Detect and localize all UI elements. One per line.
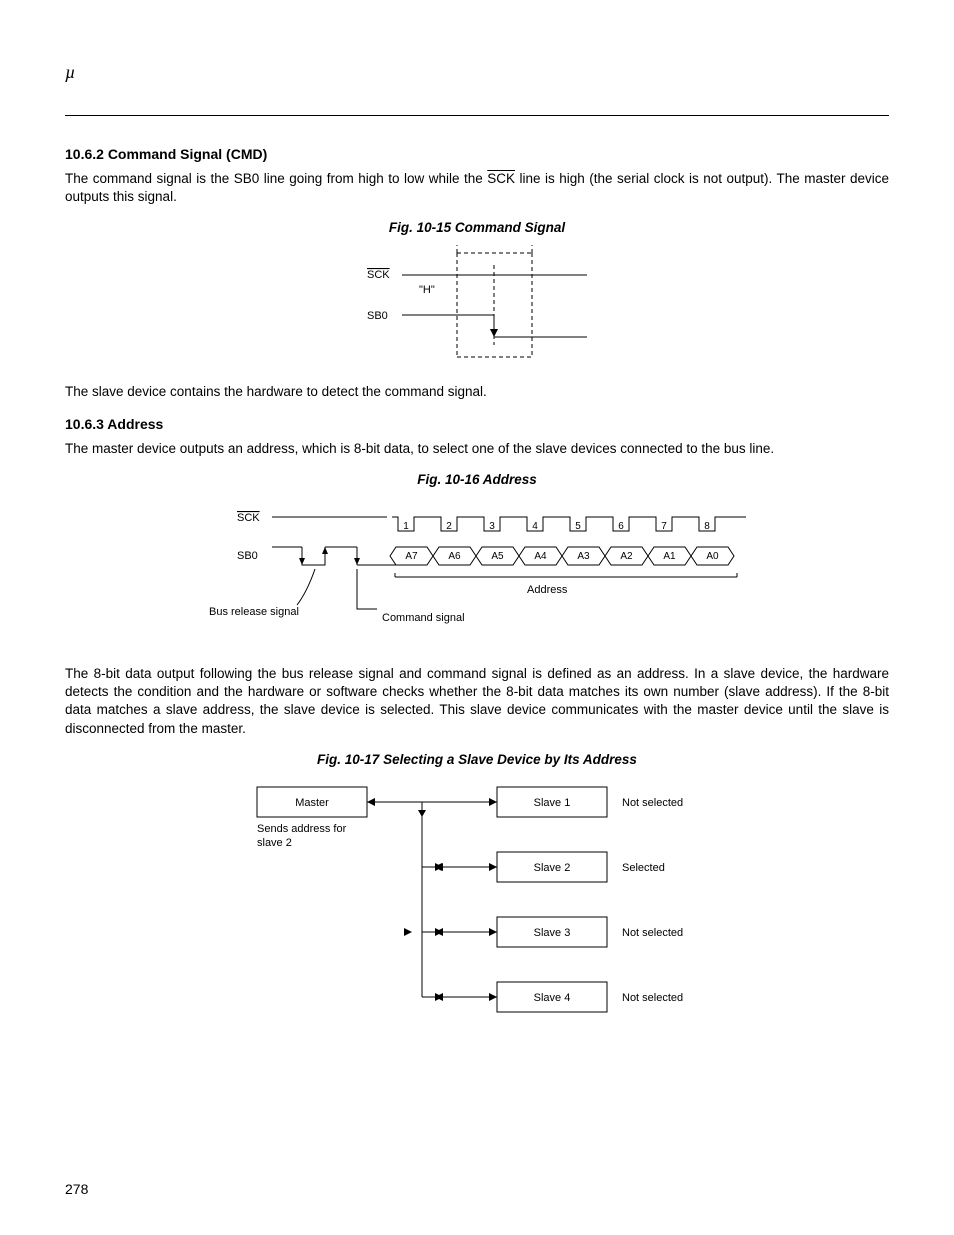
fig16-busrel: Bus release signal	[209, 606, 299, 618]
fig17-svg: Master Sends address for slave 2 Slave 1…	[227, 777, 727, 1037]
heading-10-6-3: 10.6.3 Address	[65, 416, 889, 432]
para-10-6-3-1: The master device outputs an address, wh…	[65, 440, 889, 458]
fig16-tick: 5	[575, 521, 581, 532]
fig16-tick: 8	[704, 521, 710, 532]
fig17-slave2: Slave 2	[534, 862, 571, 874]
fig17-slave3: Slave 3	[534, 927, 571, 939]
para-10-6-2-2: The slave device contains the hardware t…	[65, 383, 889, 401]
sck-overline: SCK	[487, 171, 515, 186]
fig16-tick: 3	[489, 521, 495, 532]
fig17-master: Master	[295, 797, 329, 809]
para-10-6-2-1: The command signal is the SB0 line going…	[65, 170, 889, 206]
fig17-status4: Not selected	[622, 992, 683, 1004]
fig15-caption: Fig. 10-15 Command Signal	[65, 220, 889, 235]
fig15-sck: SCK	[367, 269, 390, 281]
para-10-6-3-2: The 8-bit data output following the bus …	[65, 665, 889, 738]
fig15-svg: SCK "H" SB0	[327, 245, 627, 365]
fig16-bit: A7	[405, 551, 418, 562]
heading-10-6-2: 10.6.2 Command Signal (CMD)	[65, 146, 889, 162]
fig17-caption: Fig. 10-17 Selecting a Slave Device by I…	[65, 752, 889, 767]
fig17-status3: Not selected	[622, 927, 683, 939]
page-number: 278	[65, 1181, 88, 1197]
fig16-bit: A6	[448, 551, 461, 562]
fig16-tick: 6	[618, 521, 624, 532]
p1a: The command signal is the SB0 line going…	[65, 171, 487, 186]
fig17-sends-1: Sends address for	[257, 823, 347, 835]
fig16-sb0: SB0	[237, 550, 258, 562]
fig16-bit: A1	[663, 551, 676, 562]
fig16-bit: A4	[534, 551, 547, 562]
fig16-bit: A0	[706, 551, 719, 562]
fig16-tick: 4	[532, 521, 538, 532]
fig16-bit: A3	[577, 551, 590, 562]
fig17-slave4: Slave 4	[534, 992, 571, 1004]
fig17-status1: Not selected	[622, 797, 683, 809]
fig16-caption: Fig. 10-16 Address	[65, 472, 889, 487]
mu-symbol: µ	[65, 62, 75, 83]
fig15-sb0: SB0	[367, 310, 388, 322]
fig16-bit: A2	[620, 551, 633, 562]
page: µ 10.6.2 Command Signal (CMD) The comman…	[0, 0, 954, 1235]
fig16-sck: SCK	[237, 512, 260, 524]
fig17-sends-2: slave 2	[257, 837, 292, 849]
fig16-tick: 1	[403, 521, 409, 532]
fig16-tick: 2	[446, 521, 452, 532]
fig15-h: "H"	[419, 284, 435, 296]
top-rule	[65, 115, 889, 116]
fig16-tick: 7	[661, 521, 667, 532]
fig17-status2: Selected	[622, 862, 665, 874]
fig16-svg: SCK SB0 Address Bus release signal Comma…	[197, 497, 757, 647]
fig16-cmdsig: Command signal	[382, 612, 465, 624]
fig16-bit: A5	[491, 551, 504, 562]
fig16-addr: Address	[527, 584, 568, 596]
fig17-slave1: Slave 1	[534, 797, 571, 809]
